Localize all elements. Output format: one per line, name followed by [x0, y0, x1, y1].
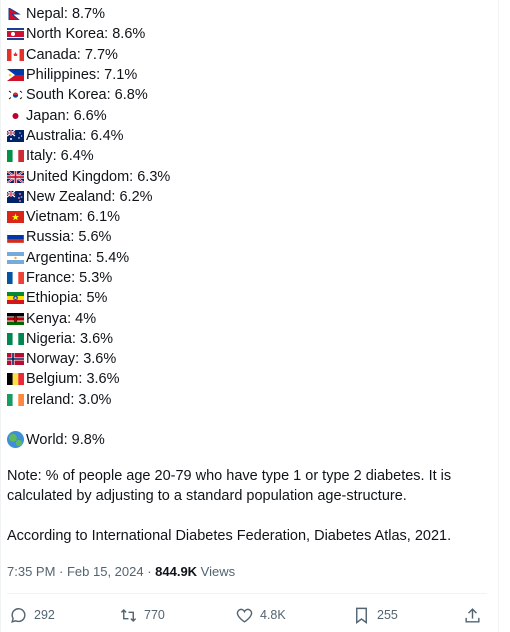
flag-belgium-icon	[7, 373, 24, 386]
list-item: Norway: 3.6%	[7, 349, 487, 369]
note-text: Note: % of people age 20-79 who have typ…	[7, 467, 452, 504]
list-item-text: Norway: 3.6%	[26, 351, 117, 368]
flag-italy-icon	[7, 150, 24, 163]
timestamp[interactable]: 7:35 PM · Feb 15, 2024 ·	[7, 564, 156, 579]
list-item-text: Philippines: 7.1%	[26, 67, 138, 84]
heart-icon	[236, 608, 253, 623]
list-item: Belgium: 3.6%	[7, 369, 487, 389]
list-item: South Korea: 6.8%	[7, 85, 487, 105]
divider	[7, 593, 487, 594]
list-item-text: New Zealand: 6.2%	[26, 188, 153, 205]
flag-canada-icon	[7, 48, 24, 61]
list-item: Vietnam: 6.1%	[7, 207, 487, 227]
frame-left-border	[0, 0, 1, 632]
list-item-text: Ethiopia: 5%	[26, 290, 108, 307]
list-item: Australia: 6.4%	[7, 126, 487, 146]
list-item-text: Japan: 6.6%	[26, 107, 107, 124]
bookmark-icon	[356, 607, 367, 624]
list-item-text: Belgium: 3.6%	[26, 371, 120, 388]
bookmark-count: 255	[377, 608, 398, 622]
action-bar: 292 770 4.8K 255	[7, 604, 487, 626]
repost-count: 770	[144, 608, 165, 622]
list-item: Philippines: 7.1%	[7, 65, 487, 85]
flag-new-zealand-icon	[7, 190, 24, 203]
list-item-text: Nigeria: 3.6%	[26, 330, 114, 347]
flag-norway-icon	[7, 353, 24, 366]
flag-vietnam-icon	[7, 211, 24, 224]
flag-argentina-icon	[7, 251, 24, 264]
share-icon	[465, 607, 480, 623]
flag-united-kingdom-icon	[7, 170, 24, 183]
list-item-text: North Korea: 8.6%	[26, 26, 146, 43]
list-item: Nigeria: 3.6%	[7, 329, 487, 349]
tweet-meta: 7:35 PM · Feb 15, 2024 · 844.9K Views	[7, 564, 235, 579]
flag-south-korea-icon	[7, 89, 24, 102]
flag-north-korea-icon	[7, 28, 24, 41]
tweet-text: Nepal: 8.7% North Korea: 8.6% Canada: 7.7%…	[7, 4, 487, 546]
list-item: France: 5.3%	[7, 268, 487, 288]
list-item-text: Kenya: 4%	[26, 310, 97, 327]
list-item-text: Russia: 5.6%	[26, 229, 112, 246]
list-item: North Korea: 8.6%	[7, 24, 487, 44]
list-item: Nepal: 8.7%	[7, 4, 487, 24]
world-row: World: 9.8%	[7, 430, 487, 450]
views-count: 844.9K	[155, 564, 198, 579]
flag-france-icon	[7, 272, 24, 284]
flag-japan-icon	[7, 109, 24, 122]
list-item-text: South Korea: 6.8%	[26, 87, 148, 104]
list-item-text: Italy: 6.4%	[26, 148, 94, 165]
list-item-text: France: 5.3%	[26, 270, 113, 286]
flag-australia-icon	[7, 129, 24, 142]
reply-count: 292	[34, 608, 55, 622]
list-item: Kenya: 4%	[7, 308, 487, 328]
like-button[interactable]: 4.8K	[235, 604, 286, 626]
list-item-text: Argentina: 5.4%	[26, 249, 130, 266]
frame-right-border	[498, 0, 499, 632]
flag-nigeria-icon	[7, 332, 24, 345]
list-item-text: Canada: 7.7%	[26, 46, 118, 63]
list-item-text: Nepal: 8.7%	[26, 6, 105, 23]
globe-icon	[7, 431, 24, 449]
views-label: Views	[197, 564, 236, 579]
country-list: Nepal: 8.7% North Korea: 8.6% Canada: 7.7%…	[7, 4, 487, 410]
share-button[interactable]	[463, 604, 488, 626]
list-item-text: United Kingdom: 6.3%	[26, 168, 171, 185]
spacer	[7, 410, 487, 430]
flag-philippines-icon	[7, 69, 24, 82]
list-item: Italy: 6.4%	[7, 146, 487, 166]
reply-icon	[11, 607, 26, 623]
list-item: United Kingdom: 6.3%	[7, 166, 487, 186]
flag-kenya-icon	[7, 312, 24, 325]
list-item: Ireland: 3.0%	[7, 390, 487, 410]
flag-nepal-icon	[7, 8, 24, 21]
bookmark-button[interactable]: 255	[352, 604, 398, 626]
list-item: Canada: 7.7%	[7, 45, 487, 65]
list-item-text: Vietnam: 6.1%	[26, 209, 121, 226]
source-text: According to International Diabetes Fede…	[7, 527, 452, 544]
list-item: Argentina: 5.4%	[7, 248, 487, 268]
flag-ireland-icon	[7, 393, 24, 406]
flag-ethiopia-icon	[7, 292, 24, 305]
list-item-text: Ireland: 3.0%	[26, 391, 112, 408]
like-count: 4.8K	[260, 608, 286, 622]
flag-russia-icon	[7, 231, 24, 244]
list-item: Ethiopia: 5%	[7, 288, 487, 308]
list-item: New Zealand: 6.2%	[7, 187, 487, 207]
reply-button[interactable]: 292	[9, 604, 55, 626]
repost-button[interactable]: 770	[119, 604, 165, 626]
repost-icon	[120, 608, 137, 622]
list-item-text: Australia: 6.4%	[26, 127, 124, 144]
list-item: Japan: 6.6%	[7, 105, 487, 125]
list-item: Russia: 5.6%	[7, 227, 487, 247]
world-text: World: 9.8%	[26, 431, 105, 448]
